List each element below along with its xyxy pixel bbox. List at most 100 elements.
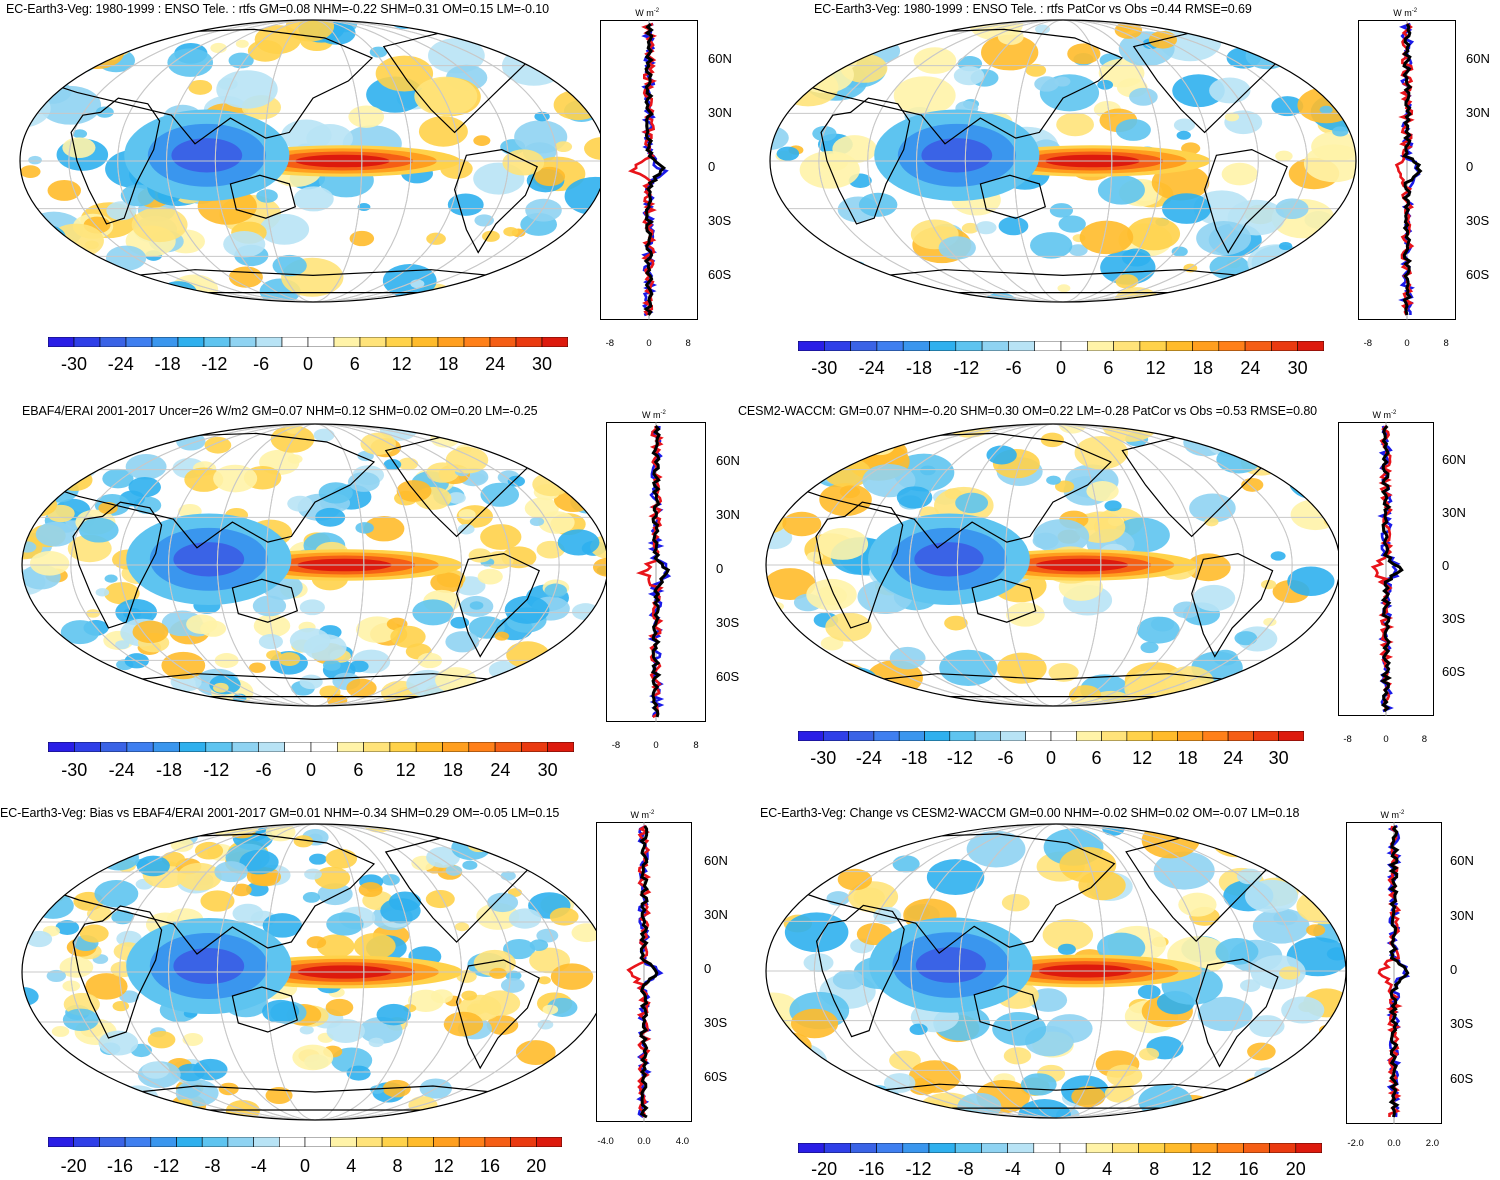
colorbar-swatch [798, 341, 825, 351]
colorbar [48, 742, 574, 752]
colorbar-swatch [126, 742, 154, 752]
colorbar-label: -16 [858, 1159, 885, 1179]
lat-tick-label: 30S [1442, 610, 1466, 626]
colorbar-swatch [73, 337, 101, 347]
colorbar-swatch [1192, 341, 1220, 351]
graticule [20, 20, 606, 302]
zonal-mean-profile [600, 20, 698, 320]
colorbar-label: 4 [346, 1156, 357, 1176]
colorbar-swatch [336, 742, 364, 752]
colorbar-label: 18 [438, 354, 459, 374]
colorbar-label: 24 [485, 354, 506, 374]
colorbar-swatch [823, 1143, 851, 1153]
colorbar-swatch [1034, 341, 1062, 351]
colorbar-label: 6 [1103, 358, 1114, 378]
colorbar-label: 8 [1149, 1159, 1160, 1179]
colorbar-label: -12 [153, 1156, 180, 1176]
colorbar-swatch [1008, 341, 1035, 351]
colorbar-label: 0 [305, 760, 317, 780]
colorbar-swatch [1112, 1143, 1139, 1153]
colorbar-swatch [541, 337, 568, 347]
unit-label: W m-2 [1393, 8, 1417, 18]
lat-tick-label: 60S [1450, 1070, 1474, 1086]
colorbar-label: -18 [901, 748, 928, 768]
colorbar-label: -30 [811, 358, 838, 378]
colorbar-swatch [310, 742, 338, 752]
colorbar-swatch [1025, 731, 1052, 741]
colorbar-swatch [255, 337, 283, 347]
colorbar-label: 20 [526, 1156, 547, 1176]
colorbar-swatch [1151, 731, 1178, 741]
map [769, 19, 1357, 303]
colorbar-label: 24 [1223, 748, 1244, 768]
unit-text: W m [1393, 8, 1412, 18]
colorbar-swatch [442, 742, 470, 752]
lat-tick-label: 30N [1466, 105, 1490, 120]
lat-tick-label: 60S [716, 669, 740, 684]
colorbar-label: 0 [1054, 1159, 1066, 1179]
unit-label: W m-2 [642, 410, 666, 420]
colorbar-swatch [176, 1137, 203, 1147]
colorbar-swatch [1101, 731, 1128, 741]
colorbar-swatch [99, 337, 127, 347]
colorbar-label: 18 [1193, 358, 1214, 378]
graticule [770, 20, 1356, 302]
colorbar-label: -4 [250, 1156, 267, 1176]
colorbar-swatch [359, 337, 387, 347]
lat-tick-label: 30N [1442, 505, 1466, 521]
unit-exponent: -2 [1411, 8, 1418, 14]
colorbar-swatch [99, 1137, 126, 1147]
colorbar-swatch [1085, 1143, 1113, 1153]
colorbar-swatch [521, 742, 548, 752]
colorbar-swatch [1000, 731, 1026, 741]
unit-text: W m [630, 810, 650, 820]
panel-title: EC-Earth3-Veg: Bias vs EBAF4/ERAI 2001-2… [0, 806, 560, 820]
graticule [766, 824, 1346, 1118]
profile-x-tick: -8 [1363, 338, 1373, 349]
profile-x-tick: 0 [1404, 338, 1410, 349]
colorbar-swatch [873, 731, 900, 741]
colorbar-swatch [1227, 731, 1254, 741]
colorbar-swatch [463, 337, 491, 347]
profile-line [1388, 825, 1410, 1118]
colorbar-label: 20 [1285, 1159, 1306, 1179]
colorbar-swatch [1033, 1143, 1061, 1153]
colorbar-label: -8 [957, 1159, 974, 1179]
graticule [22, 424, 608, 706]
unit-label: W m-2 [631, 810, 655, 820]
unit-exponent: -2 [660, 410, 666, 416]
lat-tick-label: 30S [716, 615, 740, 630]
colorbar-swatch [1126, 731, 1153, 741]
lat-tick-label: 60N [1466, 51, 1490, 66]
colorbar-label: 30 [1287, 358, 1308, 378]
profile-x-tick: 8 [685, 338, 691, 349]
colorbar-swatch [981, 341, 1009, 351]
colorbar-swatch [1007, 1143, 1035, 1153]
profile-x-tick: -8 [611, 740, 621, 751]
colorbar-swatch [1164, 1143, 1192, 1153]
colorbar-label: -30 [61, 760, 88, 780]
unit-exponent: -2 [1399, 810, 1405, 816]
lat-tick-label: 0 [704, 961, 712, 976]
colorbar-label: -12 [905, 1159, 932, 1179]
lat-tick-label: 30N [716, 507, 740, 522]
unit-text: W m [635, 8, 654, 18]
lat-tick-label: 0 [708, 159, 716, 174]
map [765, 823, 1347, 1119]
colorbar-swatch [515, 337, 543, 347]
colorbar-swatch [535, 1137, 562, 1147]
colorbar-swatch [850, 1143, 877, 1153]
unit-text: W m [642, 410, 661, 420]
colorbar [48, 337, 568, 347]
colorbar-swatch [333, 337, 361, 347]
colorbar-label: -24 [858, 358, 885, 378]
colorbar-swatch [876, 1143, 904, 1153]
colorbar-label: -18 [154, 354, 181, 374]
colorbar-swatch [177, 337, 205, 347]
colorbar-label: 16 [480, 1156, 501, 1176]
colorbar-swatch [1059, 1143, 1087, 1153]
colorbar-swatch [100, 742, 128, 752]
panel-title: EC-Earth3-Veg: 1980-1999 : ENSO Tele. : … [6, 2, 549, 16]
profile-line [636, 824, 664, 1119]
lat-tick-label: 60N [1450, 853, 1474, 869]
